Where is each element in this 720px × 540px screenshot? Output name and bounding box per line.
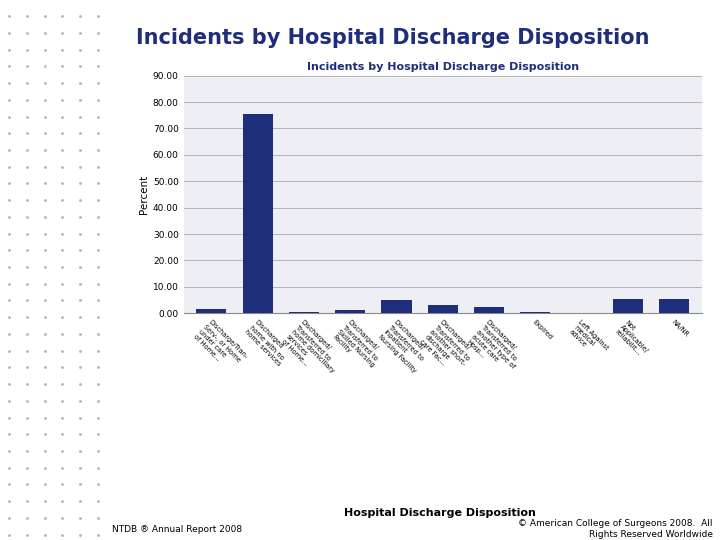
Text: Expired: Expired <box>531 319 553 341</box>
Text: Discharged/
Transferred to
another type of
acute care
Hosp...: Discharged/ Transferred to another type … <box>465 319 526 380</box>
Bar <box>289 312 319 313</box>
Bar <box>660 299 689 313</box>
Text: © American College of Surgeons 2008.  All
Rights Reserved Worldwide: © American College of Surgeons 2008. All… <box>518 519 713 539</box>
Text: 31: 31 <box>45 66 55 76</box>
Text: Discharge/Tran-
Serv-, or Home
under care
of Home...: Discharge/Tran- Serv-, or Home under car… <box>192 319 248 375</box>
Text: NA/NR: NA/NR <box>670 319 689 338</box>
Text: Not
Applicable/
reliabilit...: Not Applicable/ reliabilit... <box>614 319 654 359</box>
Bar <box>243 114 273 313</box>
Text: Figure: Figure <box>36 51 64 60</box>
Text: Discharged/
Transferred to
Skilled Nursing
Facility: Discharged/ Transferred to Skilled Nursi… <box>331 319 385 373</box>
Text: Discharged
home with no
home services: Discharged home with no home services <box>243 319 292 367</box>
Text: NTDB ® Annual Report 2008: NTDB ® Annual Report 2008 <box>112 525 242 534</box>
Bar <box>336 310 365 313</box>
Text: Incidents by Hospital Discharge Disposition: Incidents by Hospital Discharge Disposit… <box>136 28 649 48</box>
Text: Discharged/
Transferred to
another short-
discharge
care Fac...: Discharged/ Transferred to another short… <box>419 319 477 377</box>
Text: Discharged/
Transferred to
Inpatient
Nursing Facility: Discharged/ Transferred to Inpatient Nur… <box>377 319 433 374</box>
Bar <box>428 305 458 313</box>
Text: Hospital Discharge Disposition: Hospital Discharge Disposition <box>344 508 536 518</box>
Bar <box>613 299 643 313</box>
Bar <box>474 307 504 313</box>
Bar <box>382 300 412 313</box>
Y-axis label: Percent: Percent <box>139 175 149 214</box>
Bar <box>197 309 226 313</box>
Title: Incidents by Hospital Discharge Disposition: Incidents by Hospital Discharge Disposit… <box>307 62 579 72</box>
Text: Left Against
medical
advice: Left Against medical advice <box>567 319 610 361</box>
Text: Discharged/
Transferred to
home domiciliary
services
of Home...: Discharged/ Transferred to home domicili… <box>280 319 345 384</box>
